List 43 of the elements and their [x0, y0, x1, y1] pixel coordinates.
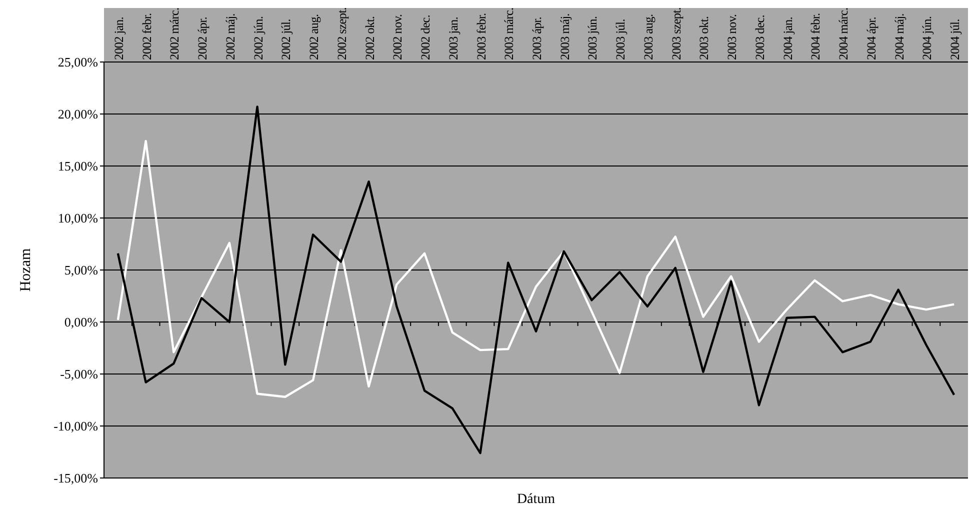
x-tick-label: 2002 szept. — [334, 7, 349, 60]
x-tick-label: 2003 okt. — [697, 16, 712, 60]
x-tick-label: 2002 dec. — [418, 14, 433, 60]
y-tick-label: -10,00% — [54, 418, 98, 434]
x-tick-label: 2003 dec. — [752, 14, 767, 60]
x-tick-label: 2003 nov. — [725, 14, 740, 60]
x-tick-label: 2002 márc. — [168, 7, 182, 60]
x-tick-label: 2004 ápr. — [864, 16, 878, 60]
x-tick-label: 2003 szept. — [669, 7, 684, 60]
x-tick-label: 2004 jan. — [780, 16, 795, 60]
x-tick-label: 2004 febr. — [808, 13, 823, 60]
x-tick-label: 2003 ápr. — [530, 16, 544, 60]
y-tick-label: 15,00% — [58, 158, 98, 174]
y-tick-label: 25,00% — [58, 54, 98, 70]
x-tick-label: 2002 jan. — [112, 16, 126, 60]
x-tick-label: 2004 márc. — [836, 7, 851, 60]
x-tick-label: 2002 febr. — [140, 13, 154, 60]
x-tick-label: 2002 ápr. — [196, 16, 210, 60]
line-series — [116, 140, 956, 398]
x-tick-label: 2003 jún. — [586, 16, 600, 60]
y-tick-label: 10,00% — [58, 210, 98, 226]
x-tick-label: 2002 máj. — [223, 13, 238, 60]
y-tick-label: 20,00% — [58, 106, 98, 122]
y-tick-label: -15,00% — [54, 470, 98, 486]
y-axis-title: Hozam — [18, 248, 34, 292]
y-tick-label: 0,00% — [64, 314, 98, 330]
x-tick-label: 2002 jún. — [251, 16, 266, 60]
x-tick-label: 2002 júl. — [279, 18, 294, 60]
x-tick-label: 2002 aug. — [307, 14, 322, 60]
x-tick-label: 2003 aug. — [641, 14, 656, 60]
y-tick-label: -5,00% — [60, 366, 98, 382]
x-tick-label: 2004 máj. — [892, 13, 906, 60]
x-tick-label: 2003 márc. — [502, 7, 516, 60]
x-tick-label: 2002 okt. — [362, 16, 377, 60]
x-tick-label: 2003 máj. — [558, 13, 572, 60]
x-axis-title: Dátum — [516, 492, 556, 507]
x-tick-label: 2003 febr. — [474, 13, 488, 60]
x-tick-label: 2002 nov. — [390, 14, 405, 60]
y-tick-label: 5,00% — [64, 262, 98, 278]
x-tick-label: 2004 jún. — [920, 16, 934, 60]
x-tick-label: 2003 jan. — [446, 16, 460, 60]
x-tick-label: 2004 júl. — [948, 18, 962, 60]
x-tick-label: 2003 júl. — [614, 18, 628, 60]
